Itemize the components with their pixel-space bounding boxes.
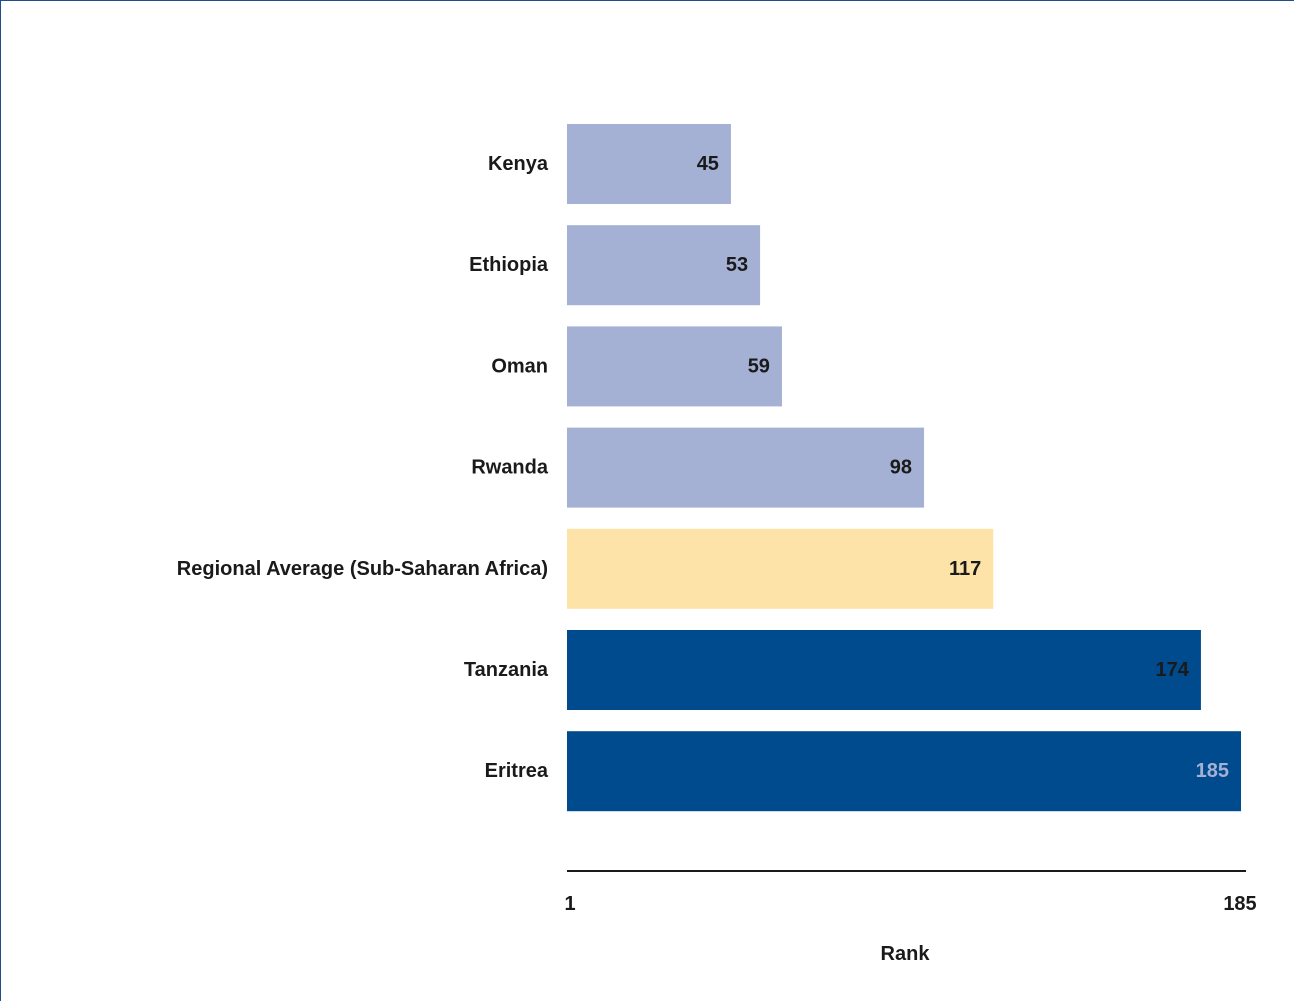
value-labels: 45 53 59 98 117 174 185 <box>697 153 1229 782</box>
value-label: 185 <box>1196 760 1229 782</box>
category-label: Tanzania <box>464 659 549 681</box>
bar-tanzania <box>567 630 1201 710</box>
category-label: Rwanda <box>471 457 549 479</box>
bar-ethiopia <box>567 225 761 306</box>
category-label: Ethiopia <box>469 254 549 276</box>
bar-rwanda <box>567 427 925 508</box>
value-label: 53 <box>726 254 748 276</box>
value-label: 174 <box>1156 659 1190 681</box>
bars-group <box>567 124 1241 812</box>
category-label: Oman <box>491 355 548 377</box>
bar-eritrea <box>567 731 1241 812</box>
bar-oman <box>567 326 782 407</box>
bar-regional-average-sub-saharan-africa <box>567 528 994 609</box>
x-tick-label-max: 185 <box>1223 893 1256 915</box>
value-label: 117 <box>949 558 981 580</box>
category-labels: Kenya Ethiopia Oman Rwanda Regional Average … <box>177 153 549 782</box>
bar-kenya <box>567 124 731 204</box>
category-label: Regional Average (Sub-Saharan Africa) <box>177 558 548 580</box>
value-label: 45 <box>697 153 719 175</box>
value-label: 59 <box>748 355 770 377</box>
value-label: 98 <box>890 457 912 479</box>
x-axis-title: Rank <box>881 943 931 965</box>
category-label: Eritrea <box>485 760 549 782</box>
x-tick-label-min: 1 <box>564 893 575 915</box>
category-label: Kenya <box>488 153 549 175</box>
